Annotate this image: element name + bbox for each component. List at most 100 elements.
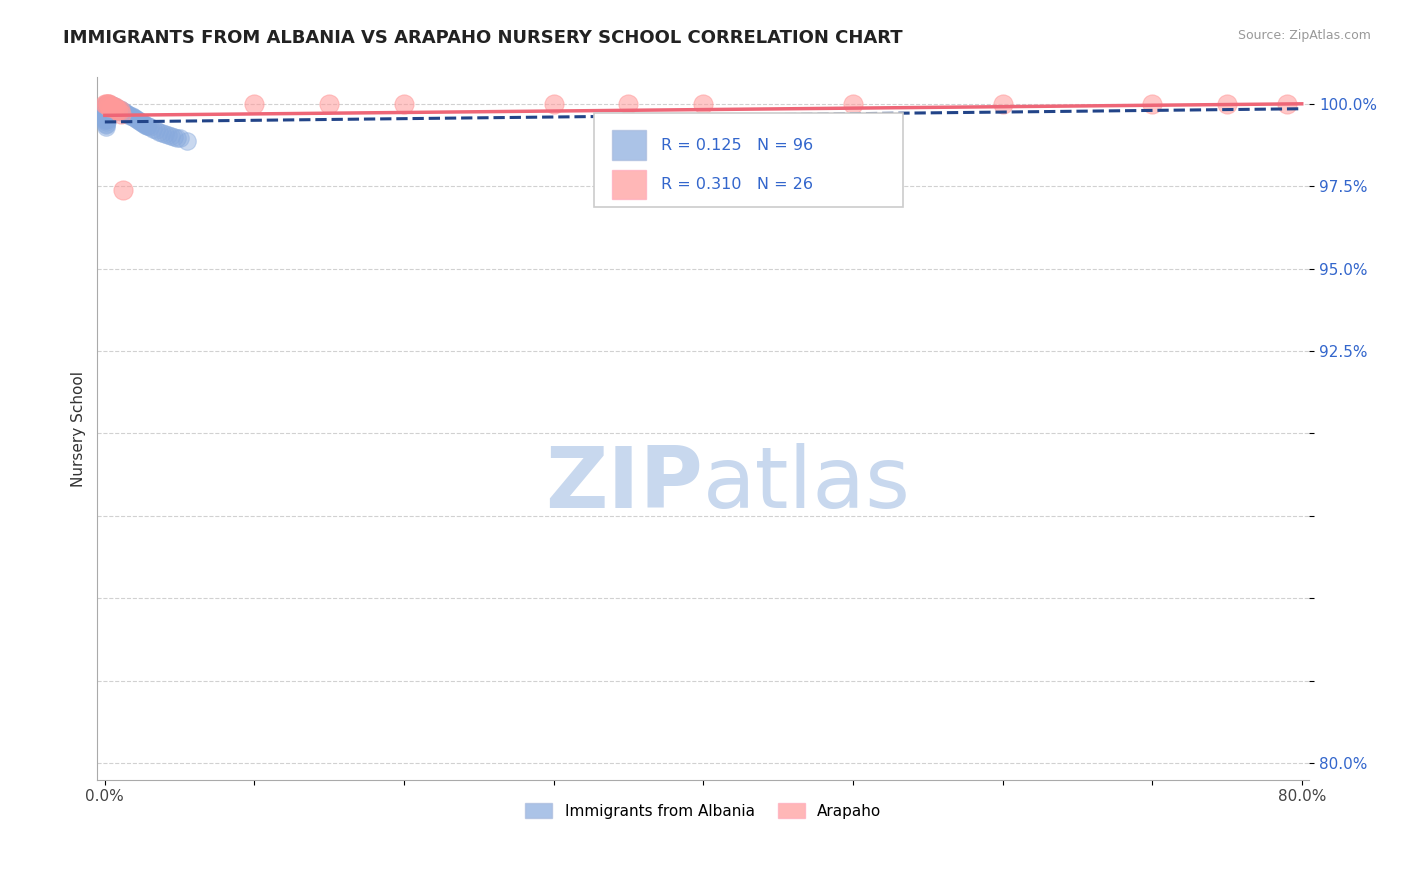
Point — [98, 100, 121, 114]
Point — [1140, 96, 1163, 111]
Point — [98, 100, 121, 114]
Point — [108, 103, 131, 117]
Point — [134, 118, 156, 132]
Point — [96, 115, 118, 129]
Point — [97, 96, 120, 111]
Point — [132, 117, 155, 131]
Point — [97, 96, 120, 111]
Point — [1275, 96, 1298, 111]
Point — [97, 100, 120, 114]
Point — [105, 103, 128, 117]
Point — [125, 112, 148, 127]
Point — [100, 100, 122, 114]
Point — [97, 97, 120, 112]
Point — [94, 96, 117, 111]
Point — [94, 112, 117, 126]
Point — [96, 110, 118, 124]
FancyBboxPatch shape — [613, 130, 647, 160]
Text: ZIP: ZIP — [546, 443, 703, 526]
Point — [104, 103, 127, 118]
Point — [842, 96, 865, 111]
Point — [127, 113, 149, 128]
Point — [103, 99, 125, 113]
Point — [103, 100, 125, 114]
Point — [142, 121, 165, 136]
Point — [96, 113, 118, 128]
Point — [94, 105, 117, 120]
Point — [112, 105, 135, 120]
Point — [107, 102, 129, 116]
FancyBboxPatch shape — [613, 169, 647, 199]
Point — [98, 96, 121, 111]
Point — [108, 104, 131, 119]
Point — [108, 103, 131, 118]
Point — [163, 130, 186, 145]
Point — [145, 123, 167, 137]
Y-axis label: Nursery School: Nursery School — [72, 370, 86, 486]
Point — [96, 108, 118, 122]
Point — [107, 103, 129, 118]
Point — [111, 182, 134, 196]
Point — [392, 96, 415, 111]
Point — [129, 115, 152, 129]
Text: Source: ZipAtlas.com: Source: ZipAtlas.com — [1237, 29, 1371, 42]
Point — [96, 120, 118, 134]
Point — [96, 97, 118, 112]
Point — [120, 109, 142, 123]
Point — [101, 100, 124, 114]
Point — [97, 106, 120, 120]
Point — [110, 106, 132, 120]
Point — [543, 96, 565, 111]
Point — [617, 96, 640, 111]
Text: R = 0.310   N = 26: R = 0.310 N = 26 — [661, 177, 813, 192]
Point — [104, 100, 127, 114]
Point — [96, 118, 118, 132]
Legend: Immigrants from Albania, Arapaho: Immigrants from Albania, Arapaho — [519, 797, 887, 824]
Point — [135, 119, 157, 133]
Point — [105, 101, 128, 115]
Point — [111, 104, 134, 119]
Point — [98, 105, 121, 120]
Point — [103, 101, 125, 115]
Point — [96, 112, 118, 126]
Point — [98, 103, 121, 118]
Text: atlas: atlas — [703, 443, 911, 526]
Point — [1216, 96, 1239, 111]
Point — [169, 131, 191, 145]
Point — [94, 113, 117, 128]
Point — [101, 98, 124, 112]
Point — [96, 103, 118, 118]
Point — [101, 100, 124, 114]
Point — [94, 102, 117, 116]
Point — [96, 96, 118, 111]
Point — [110, 103, 132, 118]
Point — [100, 102, 122, 116]
Point — [98, 97, 121, 112]
Point — [122, 111, 145, 125]
Point — [124, 112, 146, 126]
FancyBboxPatch shape — [595, 112, 903, 207]
Point — [176, 134, 198, 148]
Point — [148, 124, 170, 138]
Point — [97, 103, 120, 118]
Point — [243, 96, 266, 111]
Point — [100, 103, 122, 118]
Point — [96, 98, 118, 112]
Point — [138, 120, 160, 134]
Point — [97, 108, 120, 122]
Point — [101, 103, 124, 118]
Point — [104, 100, 127, 114]
Point — [100, 105, 122, 120]
Point — [692, 96, 714, 111]
Point — [98, 108, 121, 122]
Point — [136, 120, 159, 134]
Point — [159, 129, 181, 144]
Point — [107, 103, 129, 118]
Point — [101, 102, 124, 116]
Point — [103, 103, 125, 117]
Point — [150, 126, 173, 140]
Point — [118, 108, 141, 122]
Point — [94, 100, 117, 114]
Point — [105, 103, 128, 118]
Text: IMMIGRANTS FROM ALBANIA VS ARAPAHO NURSERY SCHOOL CORRELATION CHART: IMMIGRANTS FROM ALBANIA VS ARAPAHO NURSE… — [63, 29, 903, 46]
